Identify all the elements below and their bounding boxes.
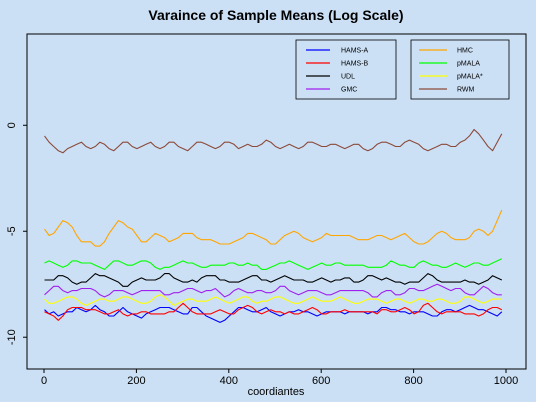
series-line-pmala [44, 258, 503, 270]
x-axis-label: coordiantes [248, 386, 305, 398]
series-line-gmc [44, 283, 502, 298]
x-tick-label: 0 [41, 375, 47, 387]
legend-label: pMALA [457, 61, 480, 68]
series-line-hams-b [44, 302, 503, 321]
legend-label: RWM [457, 87, 475, 94]
x-tick-label: 1000 [494, 375, 518, 387]
legend-label: GMC [341, 87, 357, 94]
series-line-pmala- [44, 294, 502, 306]
y-tick-label: -10 [6, 329, 18, 345]
plot-frame [26, 33, 527, 370]
legend-label: pMALA* [457, 74, 483, 81]
x-tick-label: 800 [404, 375, 422, 387]
axis-layer: 0 200 400 600 800 1000 0 -5 -10 [6, 122, 518, 387]
legend-label: HAMS-A [341, 48, 369, 55]
series-line-hmc [44, 209, 503, 247]
x-tick-label: 600 [312, 375, 330, 387]
y-tick-label: -5 [6, 226, 18, 236]
legend-label: HAMS-B [341, 61, 369, 68]
series-layer [44, 128, 503, 323]
legend: HAMS-A HAMS-B UDL GMC HMC pMALA pMALA* RWM [295, 39, 510, 100]
series-line-hams-a [44, 304, 503, 323]
series-line-udl [44, 273, 503, 287]
series-line-rwm [44, 128, 503, 154]
legend-box-left [295, 39, 397, 100]
chart-title: Varaince of Sample Means (Log Scale) [148, 7, 403, 23]
legend-label: UDL [341, 74, 355, 81]
y-tick-label: 0 [6, 122, 18, 128]
x-tick-label: 400 [220, 375, 238, 387]
x-tick-label: 200 [127, 375, 145, 387]
legend-box-right [410, 39, 510, 100]
legend-label: HMC [457, 48, 473, 55]
legend-items: HAMS-A HAMS-B UDL GMC HMC pMALA pMALA* RWM [306, 48, 483, 94]
